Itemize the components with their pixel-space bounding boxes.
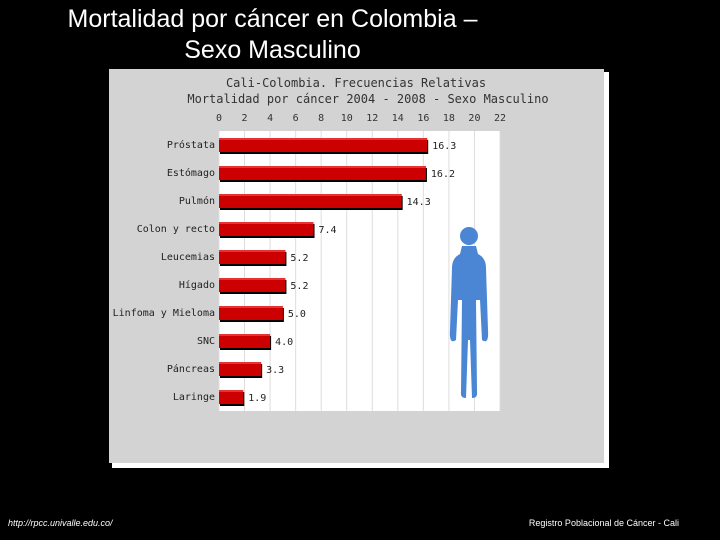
slide-title-line-2: Sexo Masculino <box>184 36 361 64</box>
value-label: 7.4 <box>319 225 337 236</box>
x-tick-label: 20 <box>468 113 480 124</box>
slide-title-line-1: Mortalidad por cáncer en Colombia – <box>67 5 478 33</box>
x-tick-label: 10 <box>341 113 353 124</box>
category-label: Leucemias <box>161 252 215 263</box>
footer-credit: Registro Poblacional de Cáncer - Cali <box>528 518 679 528</box>
bar <box>219 334 271 348</box>
chart-subtitle: Mortalidad por cáncer 2004 - 2008 - Sexo… <box>187 92 548 106</box>
x-tick-label: 8 <box>318 113 324 124</box>
value-label: 3.3 <box>266 365 284 376</box>
value-label: 16.2 <box>431 169 455 180</box>
category-label: Linfoma y Mieloma <box>113 308 215 319</box>
x-tick-label: 12 <box>366 113 378 124</box>
bar <box>219 390 244 404</box>
value-label: 1.9 <box>248 393 266 404</box>
bar <box>219 278 286 292</box>
footer-url: http://rpcc.univalle.edu.co/ <box>8 518 113 528</box>
chart-title: Cali-Colombia. Frecuencias Relativas <box>226 76 486 90</box>
category-label: Próstata <box>167 139 215 151</box>
category-label: Laringe <box>173 392 215 403</box>
x-tick-label: 6 <box>293 113 299 124</box>
human-silhouette-icon <box>449 227 489 398</box>
x-tick-label: 4 <box>267 113 273 124</box>
x-tick-label: 2 <box>242 113 248 124</box>
x-tick-label: 14 <box>392 113 404 124</box>
category-label: SNC <box>197 336 215 347</box>
category-label: Colon y recto <box>137 224 215 235</box>
category-label: Páncreas <box>167 363 215 375</box>
bar <box>219 138 428 152</box>
value-label: 5.0 <box>288 309 306 320</box>
bar <box>219 362 262 376</box>
category-label: Pulmón <box>179 195 215 207</box>
bar <box>219 306 283 320</box>
x-tick-label: 22 <box>494 113 506 124</box>
x-tick-label: 18 <box>443 113 455 124</box>
value-label: 5.2 <box>290 253 308 264</box>
x-tick-label: 0 <box>216 113 222 124</box>
slide-title: Mortalidad por cáncer en Colombia – Sexo… <box>0 4 545 66</box>
value-label: 14.3 <box>407 197 431 208</box>
bar <box>219 166 426 180</box>
value-label: 16.3 <box>432 141 456 152</box>
bar <box>219 250 286 264</box>
bar <box>219 222 314 236</box>
value-label: 5.2 <box>290 281 308 292</box>
bar <box>219 194 402 208</box>
value-label: 4.0 <box>275 337 293 348</box>
category-label: Estómago <box>167 167 215 179</box>
x-tick-label: 16 <box>417 113 429 124</box>
category-label: Hígado <box>179 279 215 291</box>
